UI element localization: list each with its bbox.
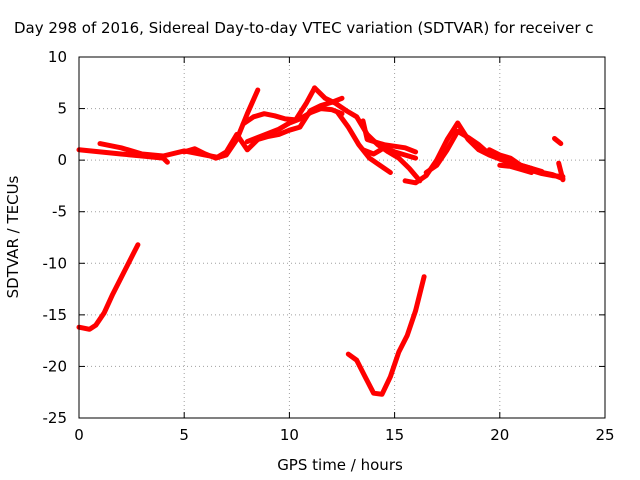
y-tick-label: -20 — [43, 357, 68, 375]
y-tick-label: -10 — [43, 254, 68, 272]
data-series — [76, 85, 566, 397]
series-track-16 — [556, 160, 566, 183]
series-track-1 — [76, 147, 170, 165]
axis-ticks: 0 5 10 15 20 25 -25 -20 -15 -10 -5 0 5 10 — [43, 48, 615, 444]
series-track-13 — [486, 147, 545, 174]
y-tick-label: -5 — [52, 203, 67, 221]
y-tick-label: 0 — [57, 151, 67, 169]
series-track-10 — [360, 118, 419, 155]
y-tick-label: -15 — [43, 306, 68, 324]
series-track-18 — [345, 274, 427, 397]
series-track-17 — [76, 242, 141, 332]
y-tick-label: -25 — [43, 409, 68, 427]
chart-title: Day 298 of 2016, Sidereal Day-to-day VTE… — [14, 19, 594, 37]
series-track-14 — [497, 162, 534, 175]
y-tick-label: 5 — [57, 100, 67, 118]
plot-frame — [78, 56, 606, 419]
x-tick-label: 5 — [179, 426, 189, 444]
series-track-4 — [213, 95, 345, 161]
series-track-9 — [360, 145, 419, 161]
x-tick-label: 15 — [385, 426, 404, 444]
x-tick-label: 25 — [595, 426, 614, 444]
series-track-6 — [240, 85, 318, 127]
series-track-15 — [552, 136, 564, 147]
x-axis-label: GPS time / hours — [277, 456, 403, 474]
y-tick-label: 10 — [48, 48, 67, 66]
x-tick-label: 10 — [280, 426, 299, 444]
y-axis-label: SDTVAR / TECUs — [4, 175, 22, 298]
x-tick-label: 0 — [74, 426, 84, 444]
x-tick-label: 20 — [490, 426, 509, 444]
